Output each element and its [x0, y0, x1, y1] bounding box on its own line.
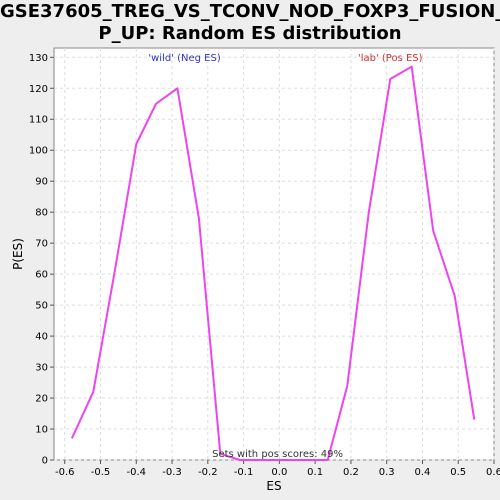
x-tick-label: -0.2	[198, 467, 218, 478]
plot-area	[53, 47, 495, 461]
annotation-pos-scores: Sets with pos scores: 49%	[212, 449, 343, 460]
x-tick-label: 0.2	[343, 467, 359, 478]
y-tick-label: 50	[35, 301, 48, 312]
x-tick-label: -0.5	[91, 467, 111, 478]
x-tick-label: -0.6	[55, 467, 75, 478]
y-tick-label: 30	[35, 363, 48, 374]
y-tick-label: 70	[35, 239, 48, 250]
y-axis-label: P(ES)	[11, 238, 25, 270]
chart-title: GSE37605_TREG_VS_TCONV_NOD_FOXP3_FUSION_…	[0, 1, 500, 45]
x-tick-label: 0.4	[415, 467, 431, 478]
x-tick-label: 0.1	[307, 467, 323, 478]
x-tick-label: -0.1	[234, 467, 254, 478]
series-group	[70, 65, 476, 461]
grid-lines	[54, 48, 495, 461]
y-tick-label: 130	[29, 53, 48, 64]
chart-title-line2: P_UP: Random ES distribution	[98, 23, 402, 44]
y-tick-label: 40	[35, 332, 48, 343]
x-axis-label: ES	[266, 479, 281, 493]
x-tick-label: -0.3	[162, 467, 182, 478]
y-tick-label: 110	[29, 115, 48, 126]
y-tick-label: 120	[29, 84, 48, 95]
x-axis-ticks: -0.6 -0.5 -0.4 -0.3 -0.2 -0.1 0.0 0.1 0.2 0.3 0.4 0…	[55, 460, 500, 478]
annotation-neg-es: 'wild' (Neg ES)	[148, 53, 220, 64]
annotation-pos-es: 'lab' (Pos ES)	[358, 53, 423, 64]
x-tick-label: -0.4	[127, 467, 147, 478]
y-tick-label: 100	[29, 146, 48, 157]
y-axis-ticks: 0 10 20 30 40 50 60 70 80 90 100 110 120 130	[29, 53, 54, 467]
x-tick-label: 0.5	[450, 467, 466, 478]
chart-title-line1: GSE37605_TREG_VS_TCONV_NOD_FOXP3_FUSION_…	[0, 1, 500, 22]
y-tick-label: 60	[35, 270, 48, 281]
y-tick-label: 0	[42, 456, 48, 467]
series-line	[70, 65, 476, 461]
y-tick-label: 10	[35, 425, 48, 436]
x-tick-label: 0.6	[486, 467, 500, 478]
y-tick-label: 80	[35, 208, 48, 219]
x-tick-label: 0.0	[271, 467, 287, 478]
y-tick-label: 20	[35, 394, 48, 405]
y-tick-label: 90	[35, 177, 48, 188]
x-tick-label: 0.3	[379, 467, 395, 478]
